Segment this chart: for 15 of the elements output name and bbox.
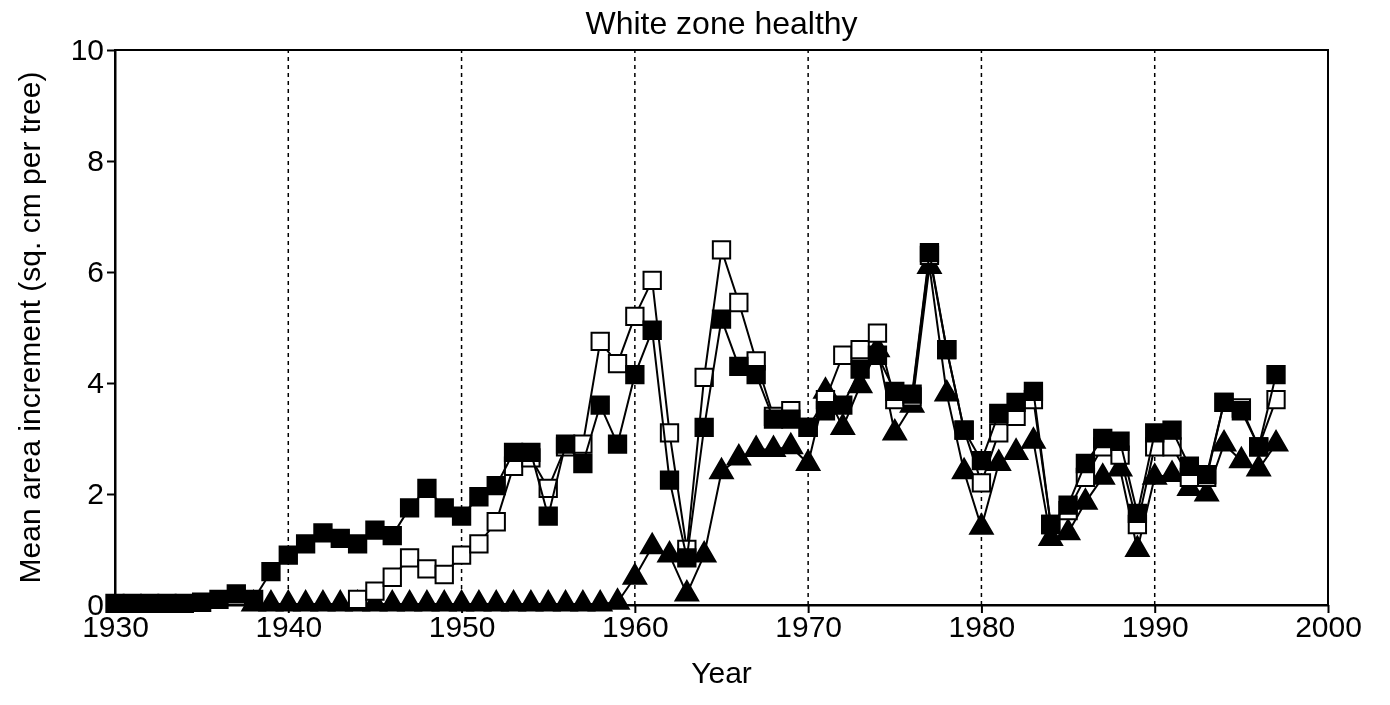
y-tick-label: 6: [87, 255, 104, 289]
y-tick-label: 2: [87, 477, 104, 511]
chart-title: White zone healthy: [585, 5, 858, 41]
y-tick-label: 4: [87, 366, 104, 400]
x-tick-label: 1960: [601, 610, 669, 644]
y-tick-label: 10: [70, 33, 104, 67]
y-axis-title: Mean area increment (sq. cm per tree): [13, 71, 46, 584]
x-tick-label: 1980: [948, 610, 1016, 644]
x-tick-label: 1990: [1121, 610, 1189, 644]
x-tick-label: 1970: [775, 610, 843, 644]
x-axis-title: Year: [691, 656, 752, 689]
x-tick-label: 2000: [1295, 610, 1362, 644]
y-tick-label: 8: [87, 144, 104, 178]
x-tick-label: 1940: [255, 610, 323, 644]
x-tick-label: 1950: [428, 610, 496, 644]
